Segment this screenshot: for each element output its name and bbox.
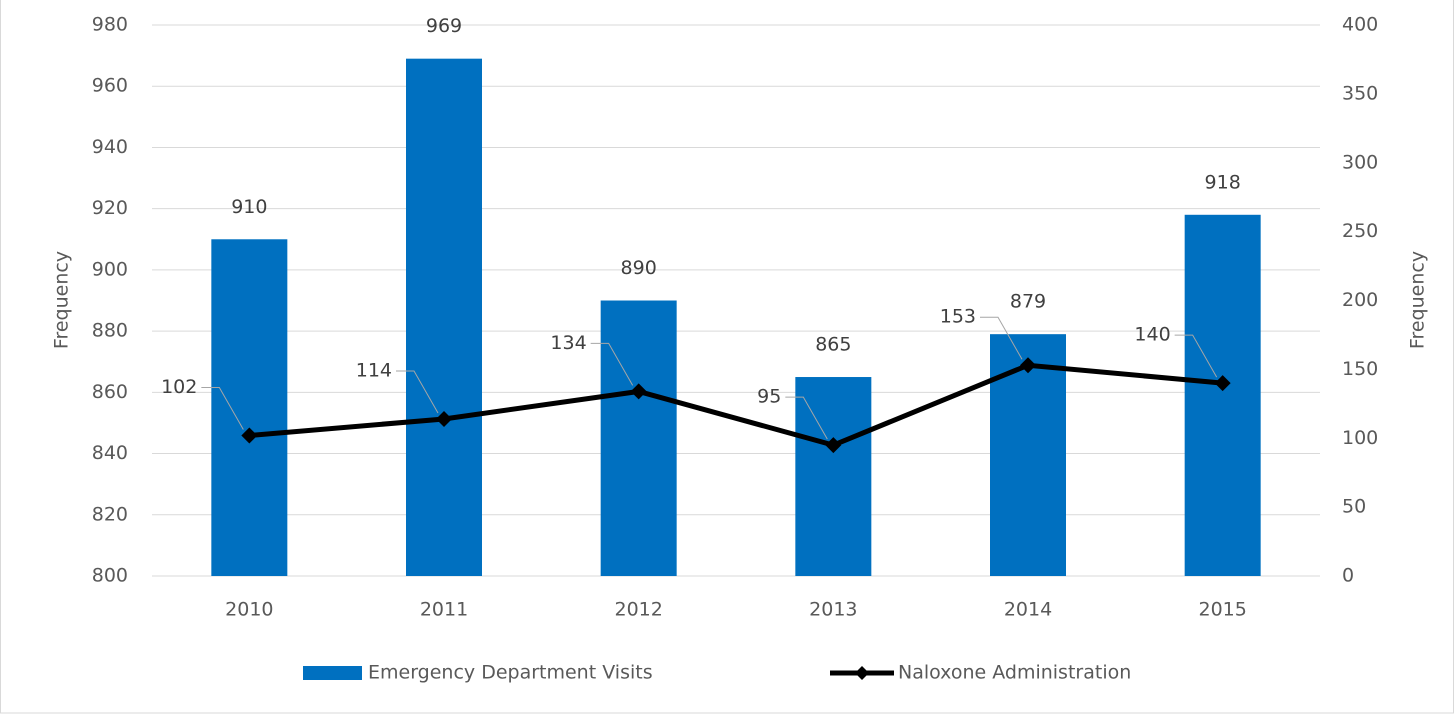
bar-value-label: 865 xyxy=(815,334,851,356)
leader-line xyxy=(1174,334,1218,378)
leader-line xyxy=(590,342,634,386)
y2-tick-label: 200 xyxy=(1342,289,1378,311)
y-tick-label: 940 xyxy=(92,136,128,158)
y-tick-label: 840 xyxy=(92,442,128,464)
line-value-label: 95 xyxy=(757,386,781,408)
leader-line xyxy=(396,370,439,414)
line-value-label: 102 xyxy=(161,376,197,398)
legend-label: Naloxone Administration xyxy=(898,662,1131,684)
bar xyxy=(406,58,482,576)
y2-tick-label: 0 xyxy=(1342,565,1354,587)
x-tick-label: 2010 xyxy=(225,599,273,621)
bar xyxy=(795,377,872,576)
line-value-label: 114 xyxy=(356,359,392,381)
x-tick-label: 2012 xyxy=(614,599,662,621)
line-marker xyxy=(436,410,452,427)
y2-tick-label: 150 xyxy=(1342,358,1378,380)
line-marker xyxy=(241,427,258,444)
bar-value-label: 890 xyxy=(621,257,657,279)
y-tick-label: 820 xyxy=(92,503,128,525)
y2-tick-label: 100 xyxy=(1342,427,1378,449)
y-tick-label: 900 xyxy=(92,258,128,280)
x-tick-label: 2011 xyxy=(420,599,468,621)
y2-tick-label: 350 xyxy=(1342,82,1378,104)
y-tick-label: 980 xyxy=(92,14,128,36)
bar-value-label: 969 xyxy=(426,15,462,37)
line-marker xyxy=(1214,375,1231,392)
y-tick-label: 960 xyxy=(92,75,128,97)
line-value-label: 140 xyxy=(1134,324,1170,346)
leader-line xyxy=(201,386,244,430)
y-tick-label: 880 xyxy=(92,320,128,342)
bar-value-label: 910 xyxy=(231,196,267,218)
leader-line xyxy=(980,316,1023,360)
leader-line xyxy=(785,396,828,440)
x-tick-label: 2014 xyxy=(1004,599,1052,621)
y2-axis-label: Frequency xyxy=(1407,251,1429,349)
legend-swatch xyxy=(303,666,362,680)
legend-marker xyxy=(855,666,869,680)
y2-tick-label: 300 xyxy=(1342,151,1378,173)
legend-label: Emergency Department Visits xyxy=(368,662,653,684)
line-marker xyxy=(630,383,647,400)
x-tick-label: 2013 xyxy=(809,599,857,621)
y-tick-label: 860 xyxy=(92,381,128,403)
bar xyxy=(600,300,677,576)
y2-tick-label: 250 xyxy=(1342,220,1378,242)
line-value-label: 134 xyxy=(550,332,586,354)
line-marker xyxy=(1020,357,1036,374)
y-tick-label: 800 xyxy=(92,565,128,587)
line xyxy=(249,362,1223,448)
x-tick-label: 2015 xyxy=(1198,599,1246,621)
bar-value-label: 879 xyxy=(1010,291,1046,313)
bar xyxy=(1184,214,1261,577)
line-value-label: 153 xyxy=(940,306,976,328)
y2-tick-label: 50 xyxy=(1342,496,1366,518)
bar xyxy=(211,239,288,576)
y-axis-label: Frequency xyxy=(51,251,73,349)
y2-tick-label: 400 xyxy=(1342,14,1378,36)
line-marker xyxy=(825,437,842,454)
bar-value-label: 918 xyxy=(1205,171,1241,193)
y-tick-label: 920 xyxy=(92,197,128,219)
